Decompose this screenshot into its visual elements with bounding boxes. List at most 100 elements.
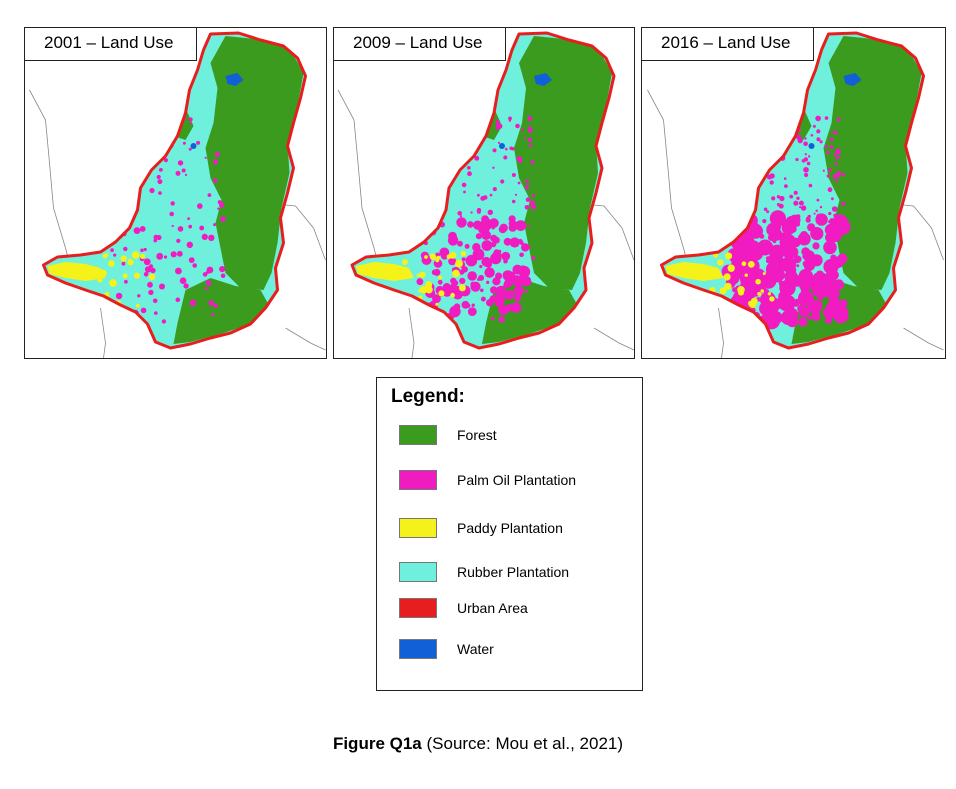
palm-oil-patch xyxy=(177,160,184,166)
paddy-patch xyxy=(416,273,420,278)
palm-oil-patch xyxy=(148,289,154,296)
palm-oil-patch xyxy=(831,131,834,134)
palm-oil-patch xyxy=(783,177,787,180)
palm-oil-patch xyxy=(461,257,466,262)
paddy-patch xyxy=(724,252,733,260)
caption-source: (Source: Mou et al., 2021) xyxy=(421,734,624,753)
palm-oil-patch xyxy=(780,256,797,273)
boundary-outline xyxy=(350,31,616,350)
palm-oil-patch xyxy=(121,315,127,321)
legend-item-rubber: Rubber Plantation xyxy=(399,561,569,583)
palm-oil-patch xyxy=(774,125,780,131)
palm-oil-patch xyxy=(776,203,781,207)
map-graphic-2016 xyxy=(647,31,944,358)
paddy-patch xyxy=(102,253,108,259)
palm-oil-patch xyxy=(798,317,808,327)
palm-oil-patch xyxy=(509,146,513,151)
palm-oil-patch xyxy=(774,223,782,230)
palm-oil-patch xyxy=(527,137,532,142)
palm-oil-patch xyxy=(460,159,465,164)
paddy-patch xyxy=(719,287,727,295)
palm-oil-patch xyxy=(122,320,126,324)
legend-item-urban: Urban Area xyxy=(399,597,528,619)
palm-oil-patch xyxy=(839,299,848,308)
paddy-patch xyxy=(438,290,445,297)
palm-oil-patch xyxy=(499,304,504,309)
paddy-patch xyxy=(767,292,772,296)
paddy-patch xyxy=(760,289,764,293)
map-graphic-2009 xyxy=(337,31,634,358)
paddy-patch xyxy=(755,278,761,285)
palm-oil-patch xyxy=(208,234,215,241)
palm-oil-patch xyxy=(801,247,810,256)
paddy-patch xyxy=(127,258,134,266)
palm-oil-patch xyxy=(149,187,155,194)
palm-oil-patch xyxy=(219,266,226,273)
palm-oil-patch xyxy=(816,198,820,202)
palm-oil-patch xyxy=(148,264,154,269)
paddy-patch xyxy=(140,253,146,259)
palm-oil-patch xyxy=(789,194,794,199)
country-border-line xyxy=(408,307,415,358)
palm-oil-patch xyxy=(514,275,520,281)
palm-oil-patch xyxy=(416,315,425,325)
palm-oil-patch xyxy=(831,226,839,234)
palm-oil-patch xyxy=(517,181,521,185)
palm-oil-patch xyxy=(186,241,193,248)
palm-oil-patch xyxy=(743,313,753,323)
palm-oil-patch xyxy=(735,293,747,305)
land-use-areas xyxy=(661,33,924,348)
palm-oil-patch xyxy=(743,286,757,300)
palm-oil-patch xyxy=(800,205,807,211)
palm-oil-patch xyxy=(833,213,838,219)
paddy-patch xyxy=(762,272,766,276)
paddy-patch xyxy=(109,279,117,287)
palm-oil-patch xyxy=(467,166,471,170)
palm-oil-patch xyxy=(798,200,804,206)
palm-oil-patch xyxy=(836,172,842,178)
palm-oil-patch xyxy=(834,162,838,166)
palm-oil-patch xyxy=(810,134,814,137)
palm-oil-patch xyxy=(515,123,520,129)
paddy-patch xyxy=(419,285,428,294)
palm-oil-patch xyxy=(420,313,430,322)
palm-oil-patch xyxy=(150,267,156,274)
palm-oil-patch xyxy=(189,299,197,307)
palm-oil-patch xyxy=(457,211,462,216)
paddy-patch xyxy=(455,259,463,268)
palm-oil-swatch xyxy=(399,470,437,490)
palm-oil-patch xyxy=(793,200,799,206)
palm-oil-patch xyxy=(766,174,772,180)
legend-item-water: Water xyxy=(399,638,494,660)
palm-oil-patch xyxy=(110,312,116,318)
paddy-patch xyxy=(458,284,466,292)
palm-oil-patch xyxy=(492,277,501,286)
palm-oil-patch xyxy=(796,214,801,219)
water-swatch xyxy=(399,639,437,659)
land-use-map-2001: 2001 – Land Use xyxy=(24,27,327,359)
paddy-patch xyxy=(738,289,744,296)
palm-oil-patch xyxy=(762,219,767,224)
legend-label-rubber: Rubber Plantation xyxy=(457,564,570,580)
paddy-patch xyxy=(424,255,428,259)
palm-oil-patch xyxy=(806,287,810,292)
palm-oil-patch xyxy=(510,302,522,314)
palm-oil-patch xyxy=(802,260,809,267)
palm-oil-patch xyxy=(771,237,776,242)
legend-label-urban: Urban Area xyxy=(457,600,528,616)
palm-oil-patch xyxy=(733,250,747,264)
palm-oil-patch xyxy=(220,273,226,279)
palm-oil-patch xyxy=(503,155,508,160)
palm-oil-patch xyxy=(766,139,770,144)
paddy-patch xyxy=(741,261,747,266)
urban-swatch xyxy=(399,598,437,618)
palm-oil-patch xyxy=(779,195,785,202)
palm-oil-patch xyxy=(439,250,445,256)
palm-oil-patch xyxy=(824,216,827,219)
palm-oil-patch xyxy=(766,210,770,214)
paddy-patch xyxy=(401,259,408,265)
palm-oil-patch xyxy=(479,264,483,269)
paddy-patch xyxy=(446,254,452,260)
palm-oil-patch xyxy=(143,272,149,277)
paddy-patch xyxy=(750,297,758,305)
